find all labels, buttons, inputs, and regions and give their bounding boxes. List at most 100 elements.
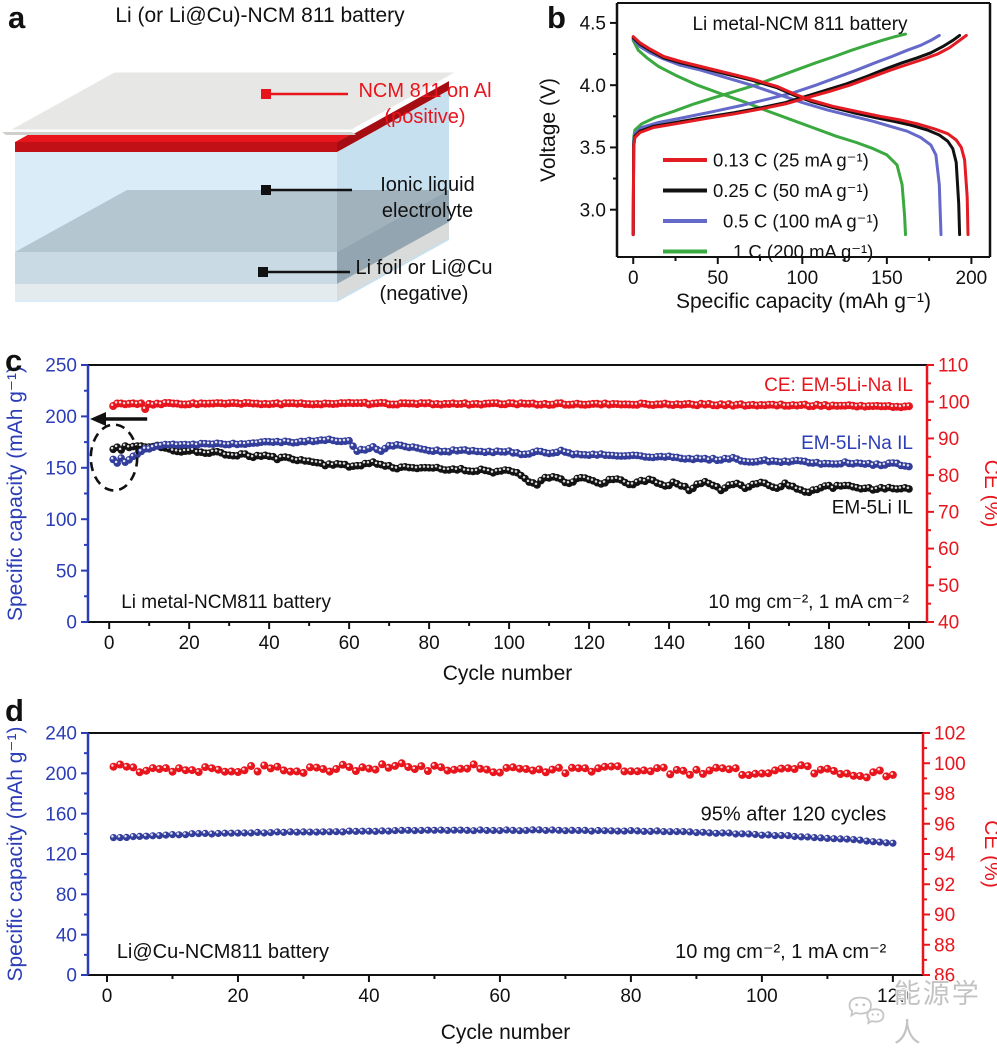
anode-label-line1: Li foil or Li@Cu (355, 257, 493, 279)
svg-text:240: 240 (45, 724, 77, 745)
svg-text:88: 88 (934, 935, 955, 956)
svg-text:Cycle number: Cycle number (443, 662, 573, 685)
svg-text:90: 90 (938, 429, 959, 450)
svg-text:200: 200 (45, 407, 77, 428)
svg-text:CE (%): CE (%) (980, 820, 997, 888)
panel-a-title: Li (or Li@Cu)-NCM 811 battery (115, 4, 405, 27)
panel-b-voltage-capacity-chart: 0 50 100 150 200 3.0 3.5 4.0 4.5 Specific capacit… (500, 0, 997, 335)
panel-letter-b: b (547, 0, 566, 35)
svg-text:160: 160 (45, 804, 77, 825)
chart-svg-d: 0 20 40 60 80 100 120 0 40 80 120 160 200 240 86 88 90 92… (4, 724, 997, 1044)
svg-text:50: 50 (938, 576, 959, 597)
svg-text:80: 80 (938, 466, 959, 487)
wechat-chat-bubbles-icon (848, 996, 885, 1025)
bottom-rim-right (337, 222, 449, 300)
svg-text:120: 120 (573, 633, 605, 654)
scatter-series (109, 826, 897, 847)
electrolyte-label-line1: Ionic liquid (380, 174, 475, 196)
svg-text:EM-5Li IL: EM-5Li IL (832, 498, 913, 519)
svg-text:60: 60 (489, 986, 510, 1007)
li-foil-top-face (15, 190, 449, 252)
bottom-rim-front (15, 284, 337, 300)
scatter-series (109, 398, 913, 413)
svg-text:40: 40 (358, 986, 379, 1007)
chart-svg-b: 0 50 100 150 200 3.0 3.5 4.0 4.5 Specific capacit… (537, 2, 992, 313)
svg-text:100: 100 (746, 986, 778, 1007)
svg-text:200: 200 (893, 633, 925, 654)
curve (631, 35, 970, 237)
svg-text:Specific capacity (mAh g⁻¹): Specific capacity (mAh g⁻¹) (4, 366, 27, 621)
svg-text:100: 100 (493, 633, 525, 654)
li-foil-right-face (337, 190, 449, 284)
svg-text:0: 0 (66, 613, 77, 634)
svg-text:Specific capacity (mAh g⁻¹): Specific capacity (mAh g⁻¹) (676, 290, 931, 313)
svg-text:80: 80 (56, 885, 77, 906)
svg-text:20: 20 (227, 986, 248, 1007)
svg-text:0: 0 (66, 966, 77, 987)
electrolyte-label: Ionic liquid electrolyte (355, 172, 500, 224)
svg-text:0.25 C (50 mA g⁻¹): 0.25 C (50 mA g⁻¹) (713, 180, 869, 201)
svg-text:200: 200 (956, 268, 988, 289)
svg-text:Cycle number: Cycle number (441, 1021, 571, 1044)
svg-text:40: 40 (56, 925, 77, 946)
svg-text:1 C (200 mA g⁻¹): 1 C (200 mA g⁻¹) (733, 241, 873, 262)
scatter-series (109, 435, 913, 471)
svg-text:86: 86 (934, 966, 955, 987)
chart-svg-c: 0 20 40 60 80 100 120 140 160 180 200 0 50 100 150 200 2… (4, 356, 997, 685)
curve (631, 36, 962, 237)
watermark: 能源学人 (846, 972, 997, 1050)
svg-text:200: 200 (45, 764, 77, 785)
battery-schematic (0, 67, 467, 302)
svg-text:96: 96 (934, 814, 955, 835)
svg-text:4.0: 4.0 (580, 76, 606, 97)
svg-text:60: 60 (938, 539, 959, 560)
svg-text:80: 80 (419, 633, 440, 654)
cathode-label-line2: (positive) (384, 106, 466, 128)
svg-text:50: 50 (56, 561, 77, 582)
svg-text:80: 80 (620, 986, 641, 1007)
svg-text:160: 160 (733, 633, 765, 654)
svg-text:EM-5Li-Na IL: EM-5Li-Na IL (801, 433, 913, 454)
al-plate-edge-shadow (2, 132, 356, 135)
svg-text:10 mg cm⁻², 1 mA cm⁻²: 10 mg cm⁻², 1 mA cm⁻² (708, 592, 909, 613)
svg-text:110: 110 (938, 356, 968, 377)
svg-text:20: 20 (179, 633, 200, 654)
electrolyte-label-line2: electrolyte (381, 200, 474, 222)
svg-text:100: 100 (45, 510, 77, 531)
svg-text:100: 100 (938, 392, 970, 413)
li-foil-front-face (15, 252, 337, 284)
svg-text:Voltage (V): Voltage (V) (537, 78, 560, 182)
svg-text:250: 250 (45, 356, 77, 377)
svg-text:CE (%): CE (%) (980, 460, 997, 528)
svg-text:100: 100 (934, 754, 966, 775)
watermark-text: 能源学人 (893, 979, 981, 1048)
svg-text:95% after 120 cycles: 95% after 120 cycles (701, 804, 887, 826)
svg-text:150: 150 (45, 458, 77, 479)
svg-text:10 mg cm⁻², 1 mA cm⁻²: 10 mg cm⁻², 1 mA cm⁻² (675, 941, 886, 963)
cathode-label: NCM 811 on Al (positive) (350, 78, 500, 130)
svg-text:120: 120 (45, 845, 77, 866)
svg-text:140: 140 (653, 633, 685, 654)
svg-text:98: 98 (934, 784, 955, 805)
svg-text:0: 0 (104, 633, 115, 654)
line-series-group (631, 32, 970, 237)
svg-text:Li metal-NCM811 battery: Li metal-NCM811 battery (121, 592, 331, 613)
svg-text:50: 50 (707, 268, 728, 289)
svg-text:120: 120 (877, 986, 909, 1007)
panel-letter-a: a (8, 0, 26, 35)
svg-text:3.5: 3.5 (580, 138, 606, 159)
svg-text:0.5 C (100 mA g⁻¹): 0.5 C (100 mA g⁻¹) (723, 210, 879, 231)
svg-text:3.0: 3.0 (580, 200, 606, 221)
svg-text:150: 150 (871, 268, 903, 289)
svg-text:0.13 C (25 mA g⁻¹): 0.13 C (25 mA g⁻¹) (713, 149, 869, 170)
svg-text:90: 90 (934, 905, 955, 926)
anode-label: Li foil or Li@Cu (negative) (348, 255, 500, 307)
ncm-layer-right-face (337, 80, 449, 152)
svg-text:180: 180 (813, 633, 845, 654)
scatter-series (109, 441, 913, 497)
svg-text:0: 0 (102, 986, 113, 1007)
svg-text:102: 102 (934, 724, 966, 745)
svg-text:70: 70 (938, 503, 959, 524)
svg-text:Li metal-NCM 811 battery: Li metal-NCM 811 battery (692, 14, 908, 35)
